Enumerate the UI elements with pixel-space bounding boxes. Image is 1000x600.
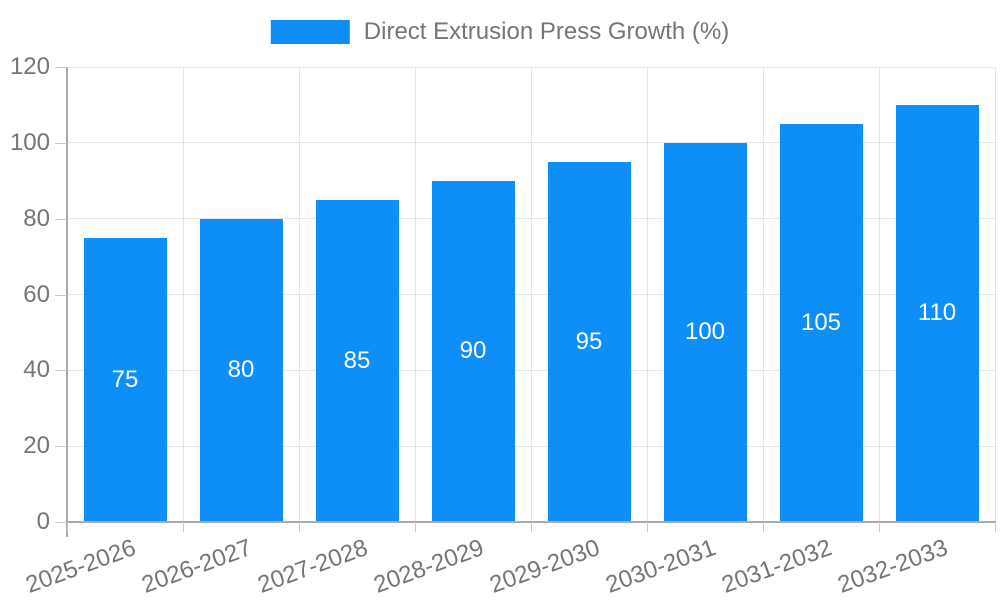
y-tick-mark bbox=[55, 67, 67, 68]
y-axis-tick-label: 20 bbox=[23, 432, 50, 460]
x-tick-mark bbox=[995, 522, 996, 532]
x-tick-mark bbox=[763, 522, 764, 532]
bar[interactable]: 105 bbox=[779, 123, 863, 522]
x-axis-label-text: 2027-2028 bbox=[254, 534, 372, 599]
bar-value-label: 100 bbox=[684, 318, 726, 346]
bar-value-label: 110 bbox=[917, 299, 957, 327]
v-gridline bbox=[414, 67, 416, 522]
y-tick-mark bbox=[55, 370, 67, 372]
bar[interactable]: 80 bbox=[199, 218, 283, 522]
x-tick-mark bbox=[183, 522, 184, 532]
x-tick-mark bbox=[299, 522, 300, 532]
y-axis-tick-label: 40 bbox=[23, 356, 50, 384]
v-gridline bbox=[530, 67, 532, 522]
bar[interactable]: 95 bbox=[547, 161, 631, 522]
x-axis-label-text: 2025-2026 bbox=[22, 534, 140, 599]
y-axis-tick-label: 0 bbox=[36, 508, 50, 535]
x-tick-mark bbox=[647, 522, 648, 532]
x-tick-mark bbox=[531, 522, 532, 532]
y-tick-mark bbox=[55, 142, 67, 144]
x-tick-mark bbox=[415, 522, 416, 532]
v-gridline bbox=[994, 67, 996, 522]
x-axis-label-text: 2030-2031 bbox=[602, 534, 720, 599]
bar-value-label: 90 bbox=[459, 337, 487, 365]
x-tick-mark bbox=[67, 522, 68, 532]
legend-label: Direct Extrusion Press Growth (%) bbox=[363, 18, 730, 45]
y-tick-mark bbox=[55, 294, 67, 296]
legend[interactable]: Direct Extrusion Press Growth (%) bbox=[270, 18, 730, 45]
bar[interactable]: 100 bbox=[663, 142, 747, 522]
v-gridline bbox=[182, 67, 184, 522]
bar-value-label: 105 bbox=[800, 308, 842, 336]
bar[interactable]: 90 bbox=[431, 180, 515, 522]
x-tick-mark bbox=[879, 522, 880, 532]
bar[interactable]: 85 bbox=[315, 199, 399, 522]
y-axis-line bbox=[66, 67, 68, 537]
bar-value-label: 85 bbox=[343, 346, 371, 374]
bar-value-label: 80 bbox=[227, 356, 255, 384]
x-axis-label-text: 2028-2029 bbox=[370, 534, 488, 599]
plot-area: 75 80 85 90 95 100 105 110 bbox=[67, 66, 996, 522]
v-gridline bbox=[878, 67, 880, 522]
y-tick-mark bbox=[55, 218, 67, 220]
x-axis-label-text: 2032-2033 bbox=[834, 534, 952, 599]
bar-value-label: 95 bbox=[575, 327, 603, 355]
legend-swatch-icon bbox=[270, 20, 350, 44]
bar[interactable]: 75 bbox=[83, 237, 167, 522]
y-axis-tick-label: 80 bbox=[23, 204, 50, 232]
x-axis-label-text: 2026-2027 bbox=[138, 534, 256, 599]
y-axis-tick-label: 60 bbox=[23, 280, 50, 308]
v-gridline bbox=[298, 67, 300, 522]
y-axis-tick-label: 100 bbox=[9, 128, 50, 156]
bar[interactable]: 110 bbox=[895, 104, 979, 522]
y-axis-tick-label: 120 bbox=[9, 53, 50, 80]
x-axis-label-text: 2029-2030 bbox=[486, 534, 604, 599]
bar-value-label: 75 bbox=[111, 365, 139, 393]
v-gridline bbox=[646, 67, 648, 522]
y-tick-mark bbox=[55, 522, 67, 523]
v-gridline bbox=[762, 67, 764, 522]
y-tick-mark bbox=[55, 446, 67, 448]
x-axis-label-text: 2031-2032 bbox=[718, 534, 836, 599]
